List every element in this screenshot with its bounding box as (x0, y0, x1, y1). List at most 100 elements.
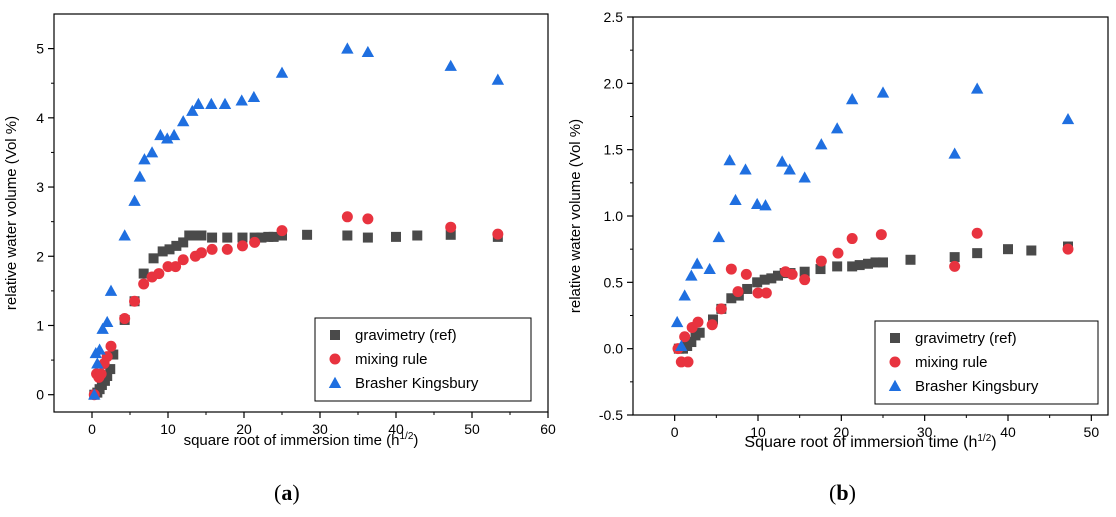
point-b-2-11 (759, 199, 772, 211)
point-a-2-13 (161, 132, 174, 144)
point-a-0-10 (138, 268, 149, 279)
point-b-2-12 (775, 155, 789, 167)
point-a-1-8 (129, 295, 141, 307)
point-a-2-14 (167, 128, 181, 141)
point-b-1-5 (692, 316, 704, 328)
chart-b-svg: 0 10 20 30 40 50 -0.5 0.0 0.5 1.0 1.5 2.0 2.5 Square … (567, 9, 1109, 451)
legend-label-b-1: mixing rule (915, 354, 988, 371)
point-b-0-26 (949, 252, 960, 263)
point-b-2-15 (815, 138, 828, 150)
x-tick-label-b-4: 40 (1000, 424, 1016, 440)
y-tick-label-a-4: 4 (36, 110, 44, 126)
point-a-2-20 (235, 94, 248, 106)
point-b-1-6 (706, 319, 718, 331)
point-a-2-21 (247, 90, 261, 103)
point-a-0-30 (391, 231, 401, 242)
point-a-2-23 (341, 42, 354, 54)
series-a-2 (88, 42, 505, 400)
point-b-2-1 (675, 339, 688, 351)
legend-marker-a-1 (329, 353, 341, 365)
point-b-0-27 (972, 248, 983, 259)
point-a-1-11 (153, 268, 165, 280)
point-a-1-6 (105, 340, 117, 352)
point-a-2-10 (138, 153, 151, 165)
point-a-1-22 (341, 211, 353, 223)
point-b-2-4 (690, 257, 704, 269)
point-b-2-2 (678, 289, 691, 301)
point-b-1-17 (832, 247, 844, 259)
point-b-1-12 (760, 287, 772, 299)
point-b-2-17 (845, 93, 859, 105)
point-a-0-7 (108, 349, 119, 360)
point-b-1-21 (971, 227, 983, 239)
point-b-2-9 (739, 163, 752, 175)
point-a-2-11 (145, 146, 159, 158)
point-a-0-17 (190, 230, 201, 241)
point-b-2-19 (948, 147, 961, 159)
y-axis-label-b: relative water volume (Vol %) (567, 119, 584, 313)
panel-label-b-letter: b (836, 480, 849, 505)
point-b-1-11 (752, 287, 764, 299)
point-a-0-21 (237, 232, 248, 243)
point-a-0-5 (102, 371, 113, 382)
legend-label-b-0: gravimetry (ref) (915, 330, 1017, 347)
x-tick-label-a-2: 20 (236, 421, 252, 437)
point-a-0-18 (196, 230, 207, 241)
y-tick-label-a-2: 2 (36, 248, 44, 264)
panel-label-a-letter: a (281, 480, 293, 505)
y-tick-label-a-5: 5 (36, 41, 44, 57)
point-b-0-29 (1026, 245, 1037, 256)
point-a-2-7 (118, 229, 131, 241)
point-a-2-18 (205, 97, 218, 109)
point-a-1-25 (492, 228, 504, 240)
point-b-2-0 (670, 315, 684, 328)
x-tick-label-b-2: 20 (834, 424, 850, 440)
point-a-0-13 (164, 244, 175, 255)
point-a-0-29 (362, 232, 373, 243)
point-a-2-12 (154, 128, 167, 141)
point-a-0-31 (412, 230, 423, 241)
point-b-1-9 (732, 286, 744, 298)
point-b-1-8 (725, 263, 737, 275)
point-a-1-9 (138, 278, 150, 290)
point-b-0-10 (742, 283, 753, 294)
point-a-2-3 (93, 343, 106, 355)
point-a-2-26 (491, 73, 505, 85)
point-a-0-15 (178, 237, 189, 248)
point-b-1-22 (1062, 243, 1074, 255)
y-tick-label-b-3: 1.0 (604, 208, 624, 224)
point-a-2-22 (275, 66, 289, 78)
point-b-2-8 (729, 193, 742, 206)
point-b-1-16 (815, 255, 827, 267)
y-tick-label-b-0: -0.5 (599, 407, 623, 423)
series-b-2 (670, 82, 1075, 351)
point-b-1-18 (846, 233, 858, 245)
panel-label-b-open: ( (829, 480, 837, 505)
point-b-2-13 (783, 163, 796, 175)
point-a-1-12 (162, 261, 174, 273)
point-b-0-14 (773, 270, 783, 281)
legend-marker-b-2 (888, 379, 902, 391)
point-b-2-18 (876, 86, 890, 98)
point-a-2-0 (88, 388, 101, 400)
point-b-0-17 (799, 266, 810, 277)
point-a-0-6 (105, 364, 116, 375)
point-a-1-13 (170, 261, 182, 273)
panel-label-b: (b) (829, 480, 856, 506)
y-tick-label-b-1: 0.0 (604, 341, 624, 357)
plot-frame-a (53, 13, 549, 413)
point-b-1-20 (949, 260, 961, 272)
legend-a: gravimetry (ref) mixing rule Brasher Kings… (314, 317, 532, 402)
point-a-1-7 (119, 313, 131, 325)
panel-label-a-open: ( (274, 480, 282, 505)
x-tick-label-b-0: 0 (671, 424, 679, 440)
point-b-2-14 (798, 171, 811, 183)
x-tick-label-a-0: 0 (88, 421, 96, 437)
point-b-0-24 (878, 257, 888, 268)
point-b-2-10 (750, 197, 764, 210)
panel-label-a: (a) (274, 480, 300, 506)
point-a-0-25 (268, 231, 279, 242)
x-tick-label-a-4: 40 (388, 421, 404, 437)
x-tick-label-a-6: 60 (540, 421, 556, 437)
x-axis-label-a: square root of immersion time (h1/2) (184, 431, 419, 449)
